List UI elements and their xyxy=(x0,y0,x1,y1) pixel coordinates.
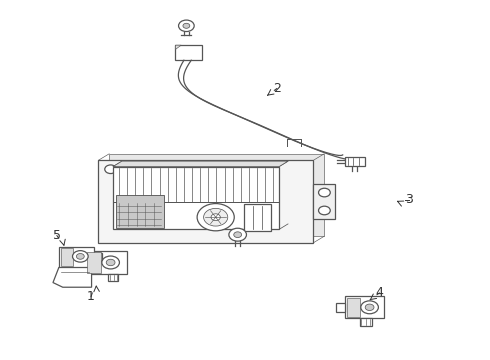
Bar xyxy=(116,195,164,228)
Bar xyxy=(85,251,126,274)
Bar xyxy=(314,184,335,220)
Bar xyxy=(61,248,73,266)
Circle shape xyxy=(234,232,242,238)
Circle shape xyxy=(178,20,194,32)
Text: 2: 2 xyxy=(273,82,281,95)
Bar xyxy=(94,253,102,261)
Polygon shape xyxy=(113,161,288,167)
Circle shape xyxy=(183,23,190,28)
Text: 4: 4 xyxy=(375,287,383,300)
Bar xyxy=(336,303,345,312)
Polygon shape xyxy=(175,45,181,49)
Text: 3: 3 xyxy=(405,193,413,206)
Bar xyxy=(175,45,202,60)
Bar xyxy=(59,247,94,267)
Bar xyxy=(113,167,279,229)
Circle shape xyxy=(197,203,234,231)
Text: 1: 1 xyxy=(87,290,95,303)
Circle shape xyxy=(211,214,220,221)
Bar xyxy=(347,298,360,317)
Circle shape xyxy=(365,304,374,311)
Circle shape xyxy=(318,206,330,215)
Circle shape xyxy=(204,208,228,226)
Bar xyxy=(98,160,314,243)
Bar xyxy=(345,296,384,319)
Circle shape xyxy=(106,259,115,266)
Bar xyxy=(87,252,100,273)
Circle shape xyxy=(361,301,378,314)
Circle shape xyxy=(105,165,117,174)
Bar xyxy=(244,204,270,231)
Bar xyxy=(360,319,372,325)
Circle shape xyxy=(229,228,246,241)
Circle shape xyxy=(76,253,84,259)
Bar xyxy=(108,274,118,280)
Polygon shape xyxy=(53,267,92,287)
Text: 5: 5 xyxy=(53,229,61,242)
Circle shape xyxy=(73,251,88,262)
Bar xyxy=(344,157,365,166)
Circle shape xyxy=(318,188,330,197)
Bar xyxy=(109,154,324,236)
Circle shape xyxy=(102,256,120,269)
